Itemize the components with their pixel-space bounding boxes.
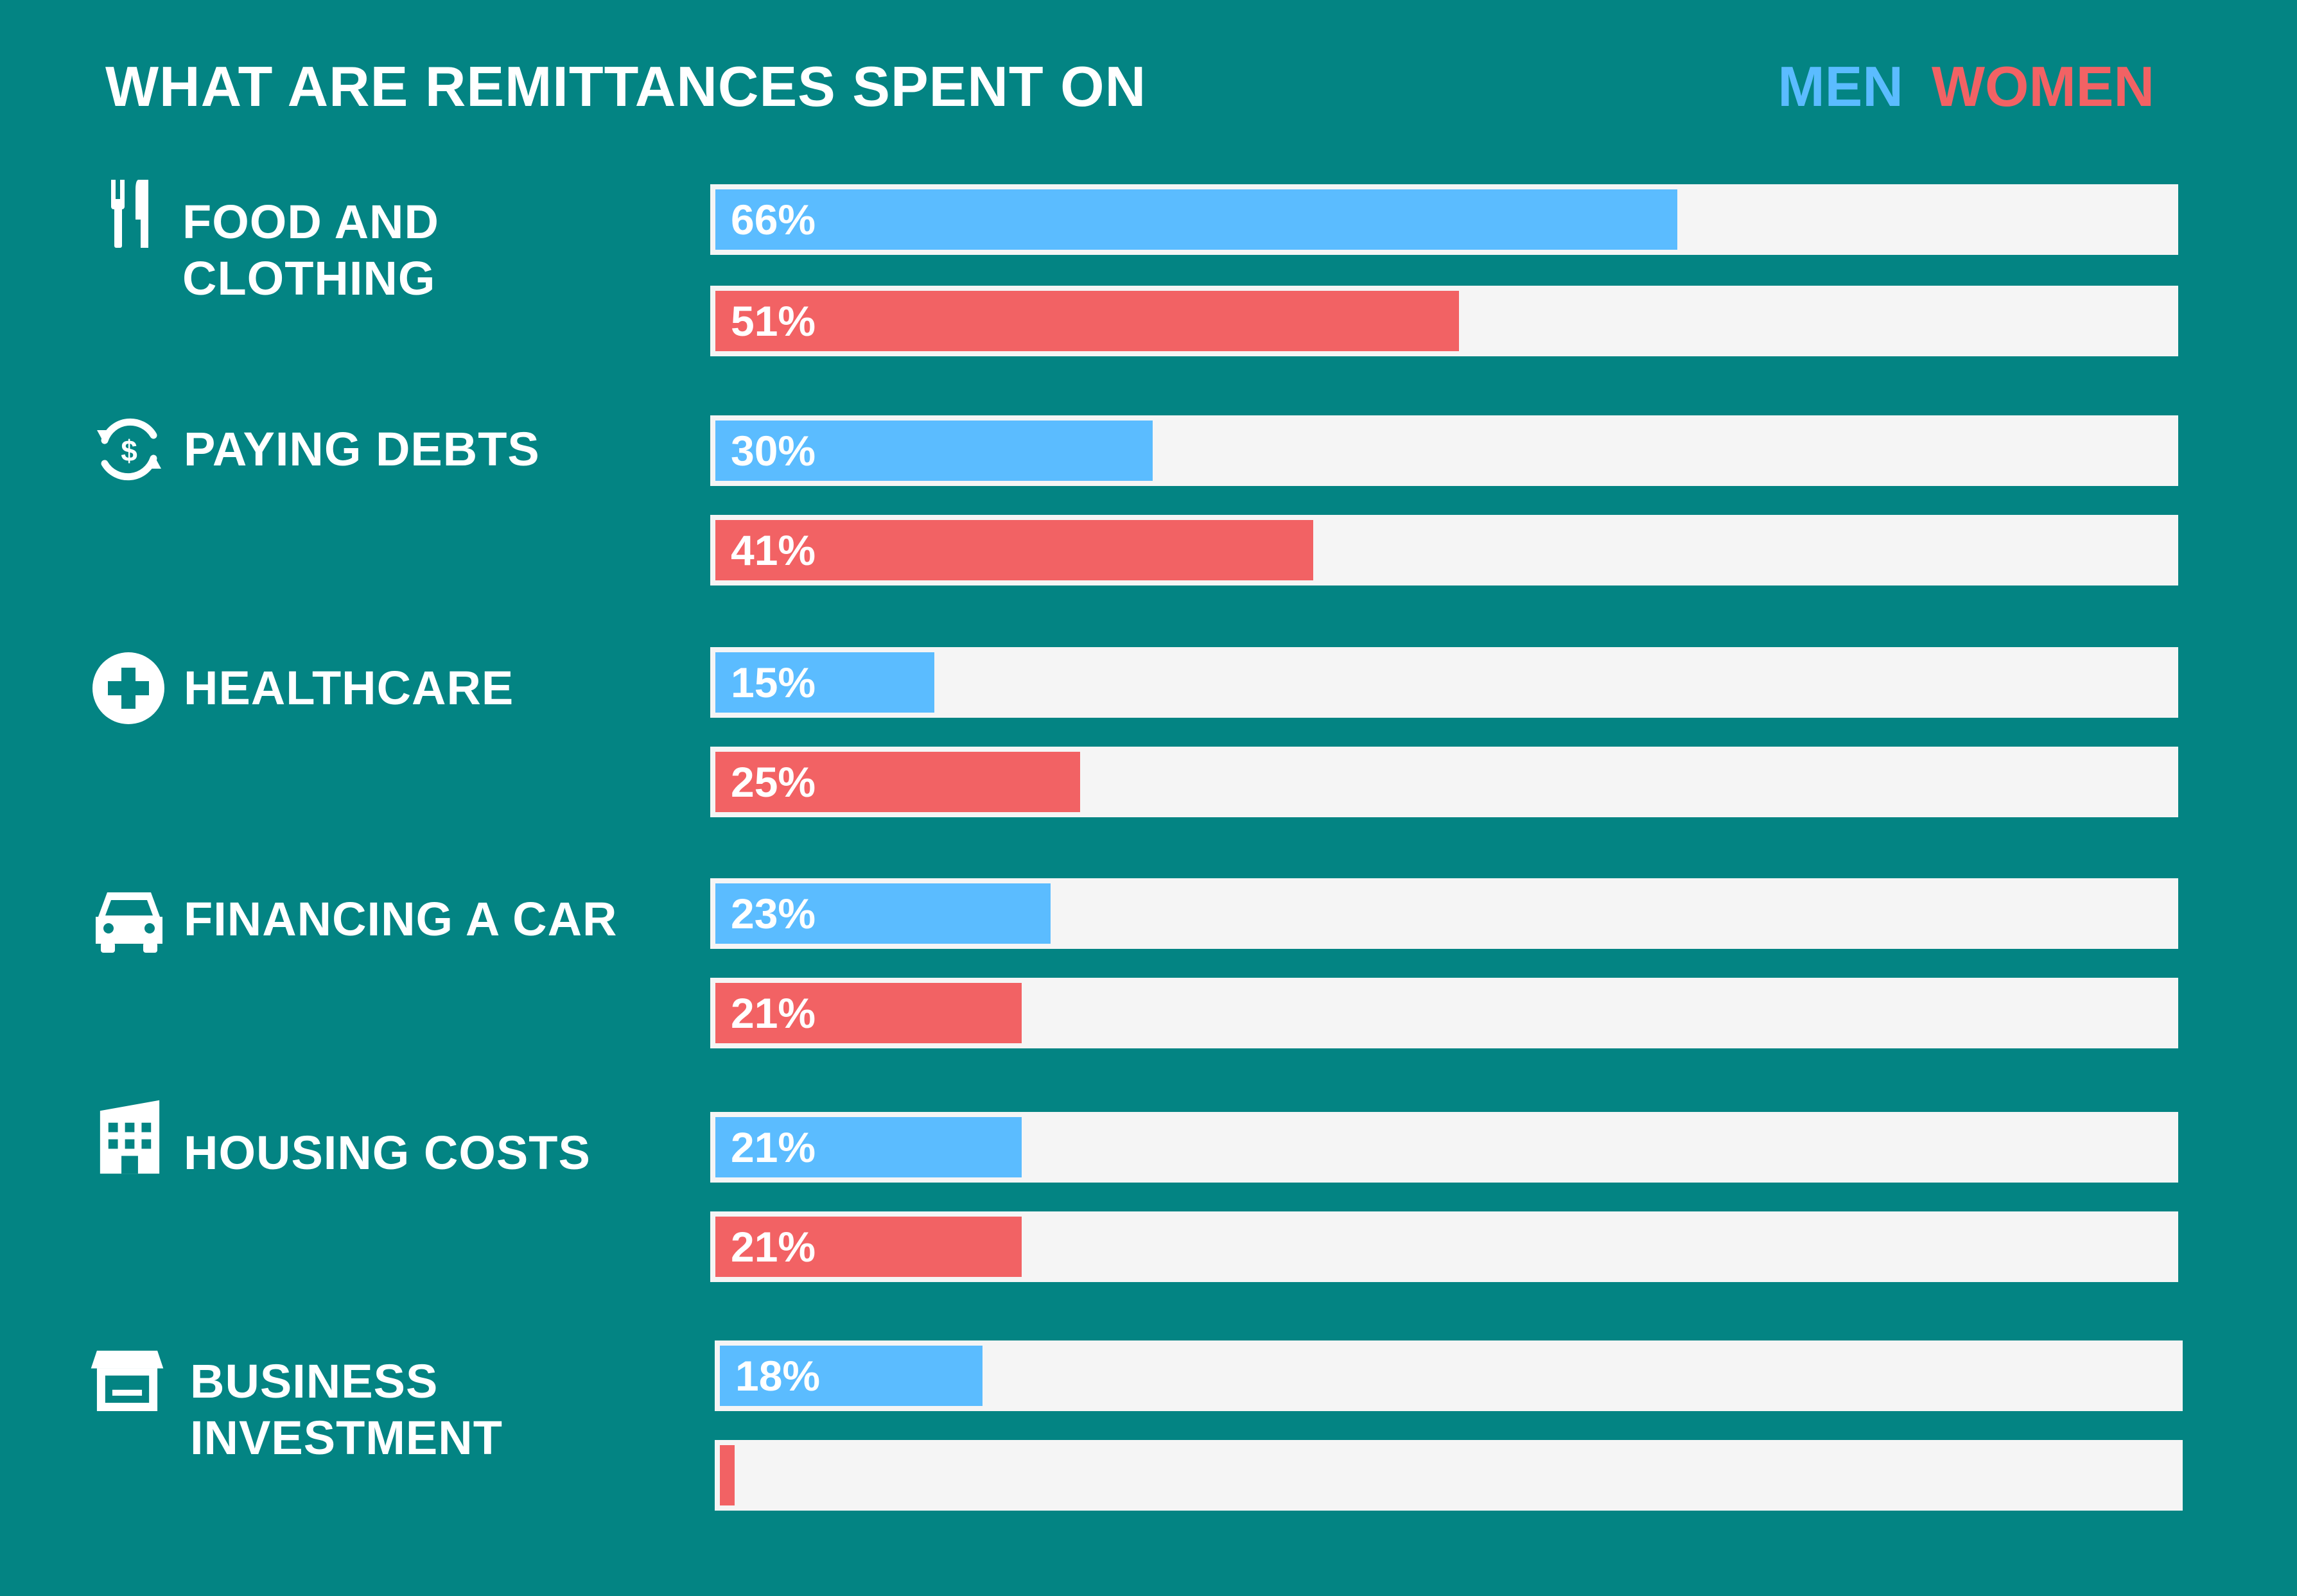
car-icon (96, 892, 162, 953)
bar-track: 66% (710, 184, 2178, 255)
bar-track (715, 1440, 2183, 1511)
bar-track: 25% (710, 747, 2178, 817)
data-label-women-car: 21% (731, 989, 816, 1037)
bar-track: 23% (710, 878, 2178, 949)
bar-women-housing (715, 1217, 1022, 1277)
category-label-housing: HOUSING COSTS (184, 1126, 591, 1179)
data-label-women-debts: 41% (731, 526, 816, 574)
bar-men-business (720, 1346, 983, 1406)
bar-women-debts (715, 520, 1313, 580)
data-label-women-healthcare: 25% (731, 758, 816, 806)
bar-track: 15% (710, 647, 2178, 718)
legend-men: MEN (1777, 55, 1903, 118)
fork-knife-icon (111, 180, 148, 248)
bar-track: 51% (710, 286, 2178, 356)
bar-track: 21% (710, 978, 2178, 1048)
bar-men-car (715, 883, 1051, 944)
bar-track: 30% (710, 415, 2178, 486)
bar-men-debts (715, 421, 1153, 481)
building-icon (100, 1100, 160, 1174)
bar-women-healthcare (715, 752, 1080, 812)
medical-cross-icon (92, 652, 164, 724)
category-label-food: FOOD AND CLOTHING (182, 195, 439, 305)
category-label-car: FINANCING A CAR (184, 892, 618, 946)
bar-track: 18% (715, 1340, 2183, 1411)
bar-track: 21% (710, 1211, 2178, 1282)
data-label-men-debts: 30% (731, 427, 816, 474)
data-label-men-healthcare: 15% (731, 659, 816, 706)
bar-track: 41% (710, 515, 2178, 585)
data-label-men-food: 66% (731, 196, 816, 243)
bar-women-food (715, 291, 1459, 351)
bar-men-housing (715, 1117, 1022, 1177)
bar-track: 21% (710, 1112, 2178, 1183)
bar-men-food (715, 189, 1678, 250)
bar-women-business (720, 1445, 735, 1505)
chart-title: WHAT ARE REMITTANCES SPENT ON (105, 55, 1147, 118)
category-label-debts: PAYING DEBTS (184, 422, 540, 476)
bar-men-healthcare (715, 652, 934, 713)
bar-women-car (715, 983, 1022, 1043)
data-label-men-business: 18% (735, 1352, 821, 1400)
data-label-women-food: 51% (731, 297, 816, 345)
data-label-women-housing: 21% (731, 1223, 816, 1271)
data-label-men-housing: 21% (731, 1123, 816, 1171)
category-label-healthcare: HEALTHCARE (184, 661, 514, 715)
legend-women: WOMEN (1931, 55, 2154, 118)
storefront-icon (91, 1350, 164, 1411)
data-label-men-car: 23% (731, 890, 816, 937)
legend: MEN WOMEN (1749, 54, 2154, 119)
dollar-cycle-icon: $ (97, 418, 161, 481)
svg-text:$: $ (121, 434, 137, 467)
category-label-business: BUSINESS INVESTMENT (190, 1355, 503, 1464)
